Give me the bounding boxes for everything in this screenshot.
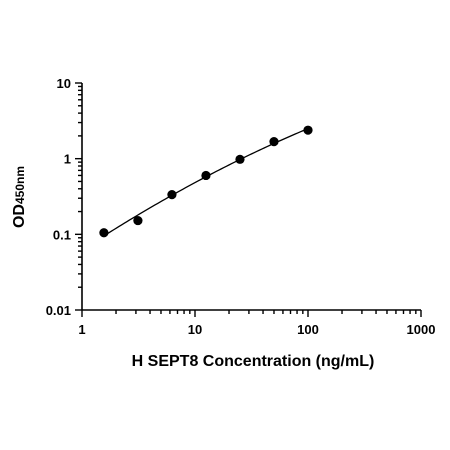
y-axis-title-main: OD (11, 204, 28, 228)
x-tick-label: 1 (78, 322, 85, 337)
y-tick-label: 0.01 (46, 303, 71, 318)
x-axis-title: H SEPT8 Concentration (ng/mL) (132, 353, 375, 370)
data-point (269, 137, 279, 147)
y-axis-ticks: 0.01 0.1 1 10 (46, 76, 82, 318)
x-axis-ticks: 1 10 100 1000 (78, 310, 435, 337)
y-tick-label: 0.1 (53, 227, 71, 242)
data-point (303, 125, 313, 135)
x-tick-label: 1000 (407, 322, 436, 337)
data-point (133, 215, 143, 226)
data-point (167, 190, 177, 200)
data-point (201, 170, 211, 181)
data-points (99, 125, 313, 238)
y-tick-label: 1 (64, 152, 71, 167)
data-point (235, 154, 245, 164)
y-axis-title-subscript: 450nm (13, 166, 27, 204)
axes (81, 83, 421, 311)
y-tick-label: 10 (57, 76, 71, 91)
data-point (99, 228, 109, 238)
x-tick-label: 10 (188, 322, 202, 337)
x-tick-label: 100 (297, 322, 319, 337)
y-axis-title: OD450nm (11, 166, 28, 228)
